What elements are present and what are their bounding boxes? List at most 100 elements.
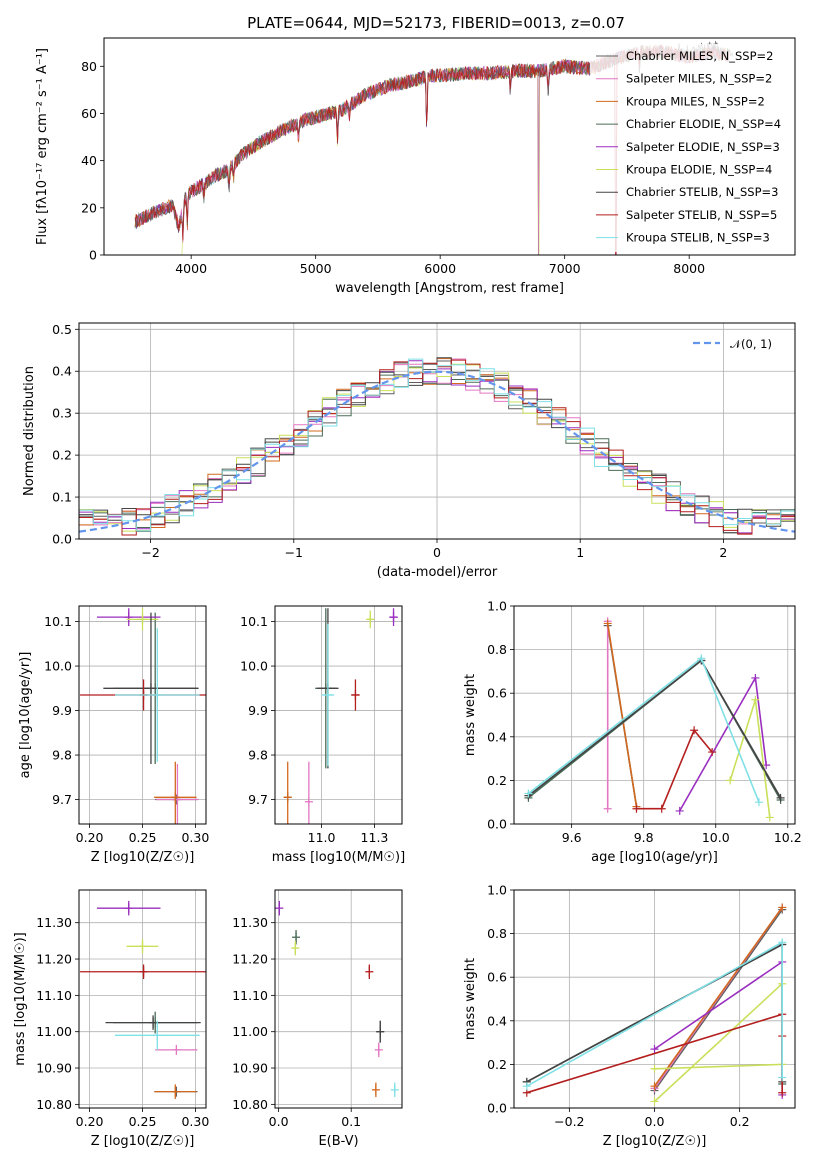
y-tick-label: 0.5 [52, 322, 72, 337]
y-tick-label: 11.10 [232, 988, 268, 1003]
normal-curve [79, 370, 795, 533]
axes-frame [513, 605, 796, 825]
y-tick-label: 11.20 [232, 952, 268, 967]
weight-marker [603, 804, 612, 813]
y-tick-label: 0.0 [487, 1101, 507, 1116]
x-tick-label: −2 [141, 545, 159, 560]
weight-marker [708, 748, 717, 757]
x-tick-label: 8000 [673, 261, 705, 276]
y-tick-label: 9.7 [248, 792, 268, 807]
weight-marker [675, 806, 684, 815]
errorbar-point-4 [96, 900, 161, 916]
weight-marker [778, 1088, 787, 1097]
weight-marker [632, 804, 641, 813]
weight-line-2 [606, 623, 638, 807]
panel-mass_vs_ebv: 0.0 0.1 10.80 10.90 11.00 11.10 11.20 11.30 E(B-… [232, 889, 403, 1149]
x-tick-label: 11.0 [308, 830, 336, 845]
weight-marker [726, 776, 735, 785]
y-tick-label: 0.4 [52, 364, 72, 379]
x-tick-label: 0.1 [341, 1114, 361, 1129]
errorbar-point-3 [292, 929, 301, 945]
y-tick-label: 10.0 [44, 659, 72, 674]
errorbar-point-4 [389, 608, 398, 627]
plot-area [80, 608, 206, 824]
y-tick-label: 0.2 [487, 1057, 507, 1072]
x-tick-label: 0.30 [181, 830, 209, 845]
x-axis-label: age [log10(age/yr)] [591, 850, 718, 865]
weight-line-5 [729, 699, 771, 818]
x-tick-label: −0.2 [554, 1114, 584, 1129]
panel-age_vs_Z: 0.20 0.25 0.30 9.7 9.8 9.9 10.0 10.1 Z [log10(Z/… [18, 605, 209, 865]
weight-marker [522, 1082, 531, 1091]
x-tick-label: 0.20 [76, 1114, 104, 1129]
y-tick-label: 0.3 [52, 406, 72, 421]
plot-area [79, 357, 795, 536]
plot-area [283, 608, 398, 824]
x-tick-label: 9.8 [634, 830, 654, 845]
weight-marker [650, 1064, 659, 1073]
plot-area [522, 903, 787, 1106]
weight-marker [754, 798, 763, 807]
panel-weight_vs_age: 9.6 9.8 10.0 10.2 0.0 0.2 0.4 0.6 0.8 1.0 age [log… [463, 599, 802, 866]
histogram-step-7 [79, 359, 795, 536]
x-tick-label: 10.0 [702, 830, 730, 845]
y-tick-label: 11.00 [36, 1024, 72, 1039]
weight-marker [776, 793, 785, 802]
x-axis-label: Z [log10(Z/Z☉)] [603, 1134, 707, 1149]
x-tick-label: −1 [285, 545, 303, 560]
legend-entry: Chabrier MILES, N_SSP=2 [626, 49, 773, 63]
y-tick-label: 11.00 [232, 1024, 268, 1039]
y-axis-label: mass [log10(M/M☉)] [13, 932, 28, 1065]
legend-entry: Salpeter STELIB, N_SSP=5 [626, 208, 777, 222]
legend-entry: Kroupa ELODIE, N_SSP=4 [626, 163, 772, 177]
x-tick-label: 0.0 [269, 1114, 289, 1129]
errorbar-point-5 [366, 610, 375, 629]
legend-entry: Chabrier ELODIE, N_SSP=4 [626, 117, 781, 131]
x-tick-label: 9.6 [562, 830, 582, 845]
x-tick-label: 10.2 [774, 830, 802, 845]
y-tick-label: 9.7 [52, 792, 72, 807]
panel-mass_vs_Z: 0.20 0.25 0.30 10.80 10.90 11.00 11.10 11.20 11.… [13, 889, 209, 1149]
weight-marker [765, 813, 774, 822]
legend-entry: Kroupa STELIB, N_SSP=3 [626, 231, 770, 245]
axes-frame [78, 889, 207, 1109]
x-axis-label: wavelength [Angstrom, rest frame] [335, 281, 564, 296]
errorbar-point-8 [114, 1020, 200, 1050]
y-tick-label: 0 [89, 248, 97, 263]
spectrum-legend: Chabrier MILES, N_SSP=2 Salpeter MILES, N… [590, 44, 790, 252]
errorbar-point-2 [371, 1082, 380, 1098]
x-axis-label: Z [log10(Z/Z☉)] [91, 1134, 195, 1149]
y-tick-label: 0.2 [487, 773, 507, 788]
y-tick-label: 10.80 [36, 1097, 72, 1112]
x-tick-label: 0.0 [645, 1114, 665, 1129]
axes-frame [103, 37, 796, 256]
weight-line-3 [527, 659, 782, 801]
weight-marker [751, 695, 760, 704]
weight-marker [650, 1045, 659, 1054]
weight-marker [697, 654, 706, 663]
weight-marker [690, 726, 699, 735]
y-tick-label: 0.1 [52, 490, 72, 505]
y-tick-label: 11.20 [36, 952, 72, 967]
legend-entry: Chabrier STELIB, N_SSP=3 [626, 185, 778, 199]
errorbar-point-5 [126, 608, 159, 631]
panel-weight_vs_Z: −0.2 0.0 0.2 0.0 0.2 0.4 0.6 0.8 1.0 Z [log10(Z/Z… [463, 883, 796, 1149]
y-tick-label: 0.4 [487, 729, 507, 744]
y-tick-label: 11.30 [232, 915, 268, 930]
x-tick-label: 6000 [424, 261, 456, 276]
weight-marker [657, 804, 666, 813]
x-tick-label: 0.30 [181, 1114, 209, 1129]
legend-entry: Salpeter ELODIE, N_SSP=3 [626, 140, 780, 154]
y-axis-label: mass weight [463, 674, 478, 756]
weight-marker [778, 938, 787, 947]
errorbar-point-8 [390, 1082, 399, 1098]
axes-frame [274, 889, 403, 1109]
weight-line-6 [527, 659, 782, 799]
y-tick-label: 10.1 [240, 614, 268, 629]
errorbar-point-8 [114, 628, 200, 762]
figure-title: PLATE=0644, MJD=52173, FIBERID=0013, z=0… [247, 14, 625, 32]
errorbar-point-1 [155, 1044, 198, 1055]
errorbar-point-6 [103, 612, 199, 764]
errorbar-point-4 [96, 608, 161, 627]
